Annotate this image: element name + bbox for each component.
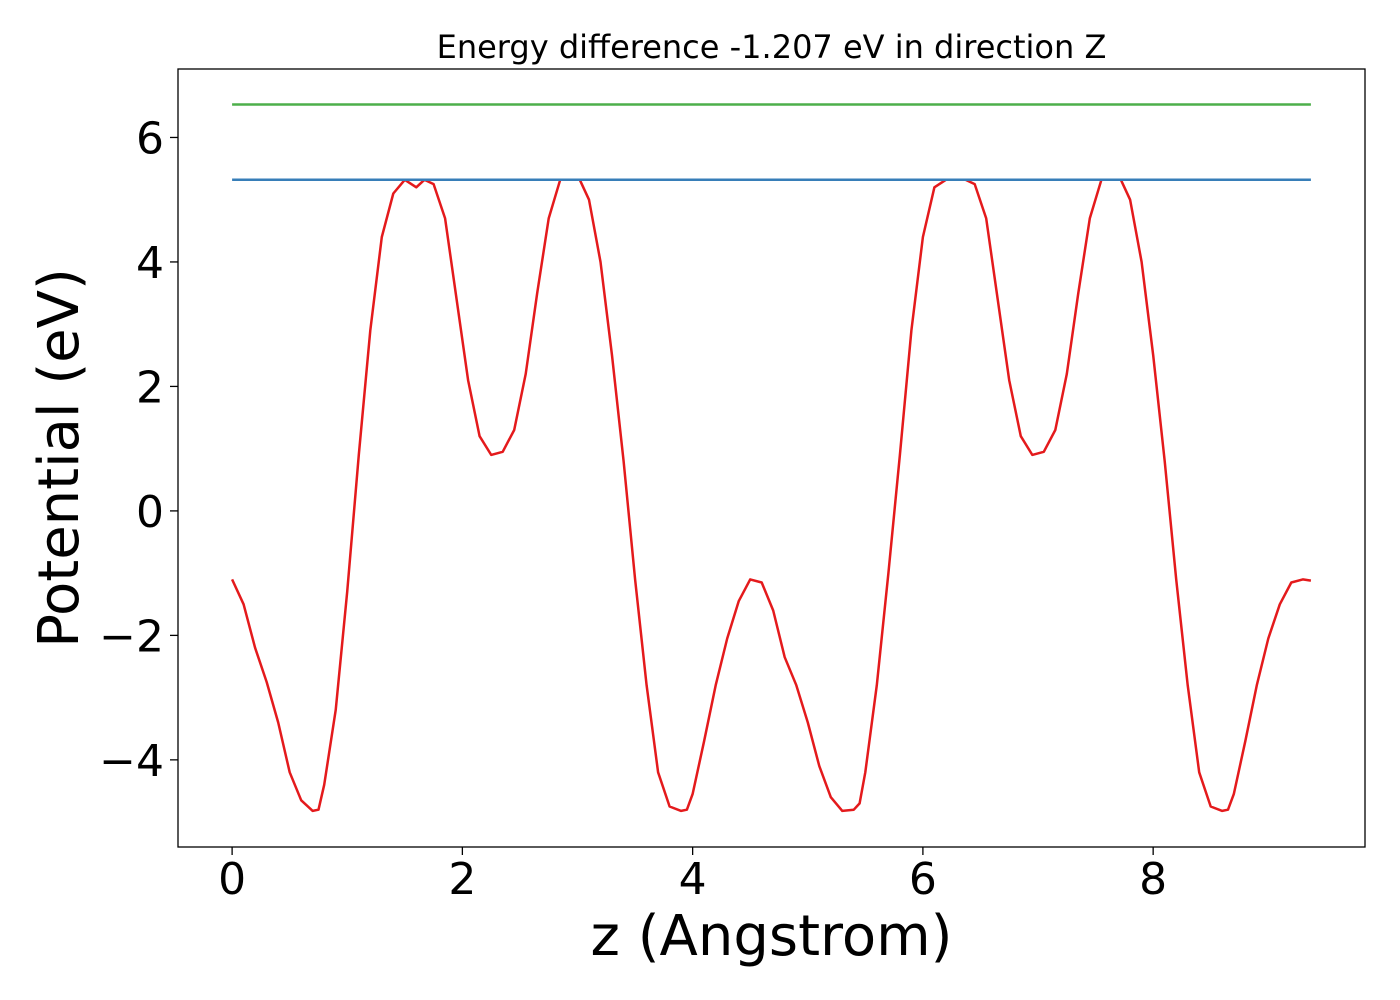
- series-line-1: [230, 178, 1312, 813]
- x-axis-title: z (Angstrom): [591, 904, 953, 969]
- series-layer: [230, 103, 1312, 813]
- y-tick-label: 2: [136, 362, 164, 413]
- x-axis: 0 2 4 6 8: [218, 847, 1167, 905]
- y-axis: −4 −2 0 2 4 6: [99, 113, 178, 787]
- x-tick-label: 0: [218, 854, 246, 905]
- x-tick-label: 6: [909, 854, 937, 905]
- y-tick-label: −2: [99, 611, 164, 662]
- x-tick-label: 8: [1139, 854, 1167, 905]
- x-tick-label: 4: [679, 854, 707, 905]
- y-axis-title: Potential (eV): [27, 268, 92, 648]
- x-tick-label: 2: [448, 854, 476, 905]
- chart-title: Energy difference -1.207 eV in direction…: [437, 28, 1107, 66]
- plot-area-frame: [177, 68, 1366, 848]
- y-tick-label: 0: [136, 487, 164, 538]
- y-tick-label: 6: [136, 113, 164, 164]
- y-tick-label: −4: [99, 736, 164, 787]
- y-tick-label: 4: [136, 238, 164, 289]
